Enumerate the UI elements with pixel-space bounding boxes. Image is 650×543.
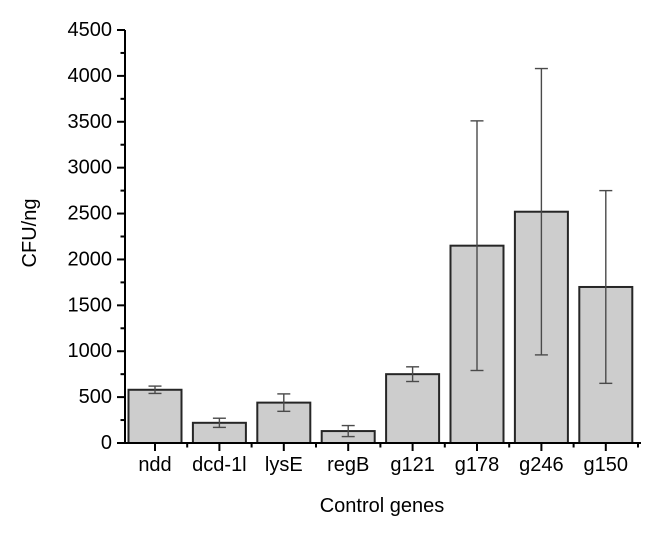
plot-area: 0 500 1000 1500 2000 2500 3000 3500 4000 4500 ndd d… [68,19,641,476]
y-tick-label: 3500 [68,111,113,133]
y-tick-label: 2000 [68,248,113,270]
y-axis-title: CFU/ng [19,199,41,268]
y-tick-label: 3000 [68,157,113,179]
y-tick-label: 2500 [68,203,113,225]
y-tick-label: 1500 [68,294,113,316]
x-tick-label: g121 [390,454,435,476]
x-tick-label: g246 [519,454,564,476]
y-tick-label: 500 [79,386,112,408]
y-tick-label: 4500 [68,19,113,41]
bar-ndd [127,388,183,444]
x-tick-label: ndd [138,454,171,476]
bar-g121 [385,373,441,444]
y-tick-label: 1000 [68,340,113,362]
y-tick-label: 4000 [68,65,113,87]
x-tick-label: g150 [584,454,629,476]
x-tick-label: g178 [455,454,500,476]
x-tick-label: dcd-1l [192,454,246,476]
x-axis-title: Control genes [320,495,445,517]
x-tick-label: regB [327,454,369,476]
y-tick-label: 0 [101,432,112,454]
x-tick-label: lysE [265,454,303,476]
